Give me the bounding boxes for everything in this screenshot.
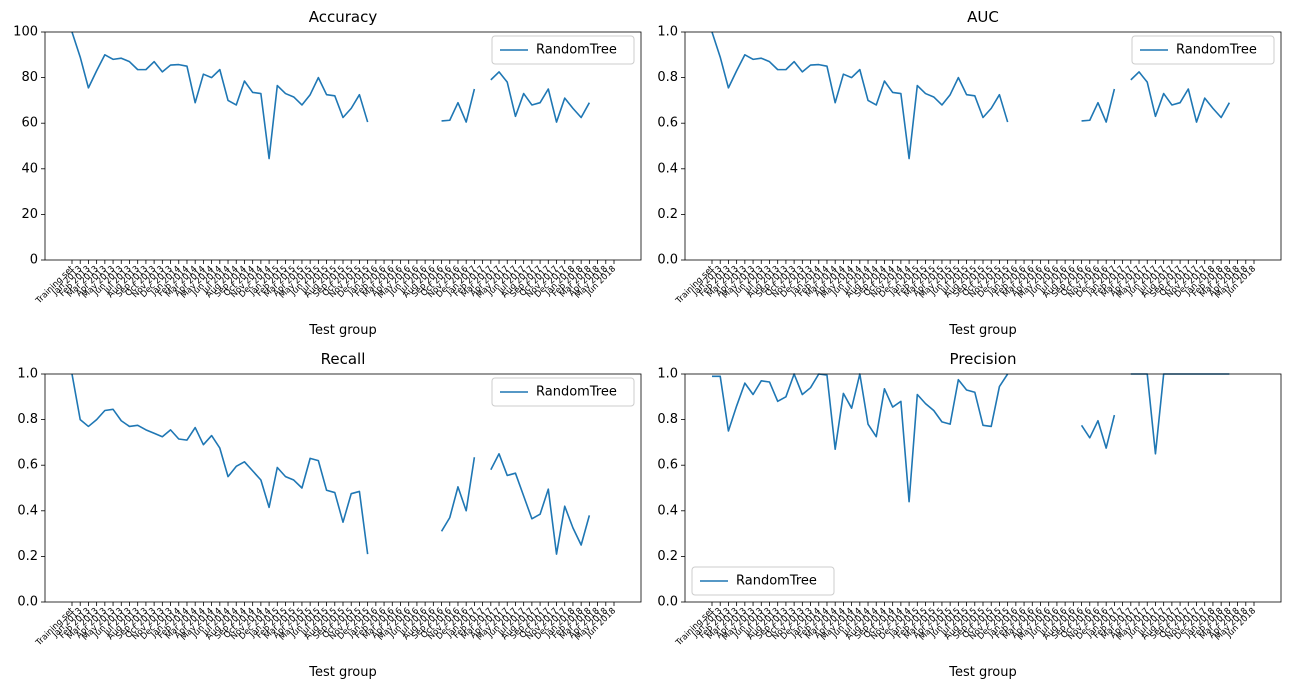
y-tick-label: 0.2: [657, 207, 678, 222]
legend-label: RandomTree: [1176, 43, 1257, 58]
legend: RandomTree: [1131, 35, 1275, 65]
y-tick-label: 100: [13, 25, 38, 40]
axes-frame: [44, 373, 642, 603]
legend: RandomTree: [691, 566, 835, 596]
y-tick-label: 0: [30, 253, 38, 268]
y-tick-label: 0.4: [17, 503, 38, 518]
y-tick-label: 0.0: [657, 595, 678, 610]
y-tick-label: 0.2: [17, 549, 38, 564]
legend-label: RandomTree: [536, 385, 617, 400]
axes-frame: [684, 373, 1282, 603]
axes-frame: [44, 31, 642, 261]
data-line: [71, 373, 591, 555]
chart-title: AUC: [967, 8, 999, 26]
y-tick-label: 1.0: [17, 367, 38, 382]
y-tick-label: 20: [21, 207, 38, 222]
legend-box: [691, 566, 835, 596]
chart-title: Precision: [950, 350, 1017, 368]
y-tick-label: 0.2: [657, 549, 678, 564]
y-tick-label: 60: [21, 116, 38, 131]
y-tick-label: 0.6: [657, 458, 678, 473]
legend-label: RandomTree: [736, 574, 817, 589]
x-axis-label: Test group: [948, 323, 1017, 338]
data-line: [712, 373, 1230, 503]
y-tick-label: 0.8: [657, 412, 678, 427]
x-axis-label: Test group: [948, 665, 1017, 680]
x-axis-label: Test group: [308, 665, 377, 680]
y-tick-label: 0.4: [657, 161, 678, 176]
legend: RandomTree: [491, 377, 635, 407]
y-tick-label: 0.4: [657, 503, 678, 518]
legend-label: RandomTree: [536, 43, 617, 58]
data-line: [71, 31, 591, 160]
chart-title: Accuracy: [309, 8, 378, 26]
y-tick-label: 1.0: [657, 25, 678, 40]
y-tick-label: 0.6: [17, 458, 38, 473]
axes-frame: [684, 31, 1282, 261]
legend: RandomTree: [491, 35, 635, 65]
y-tick-label: 0.6: [657, 116, 678, 131]
data-line: [711, 31, 1231, 160]
y-tick-label: 40: [21, 161, 38, 176]
y-tick-label: 80: [21, 70, 38, 85]
x-axis-label: Test group: [308, 323, 377, 338]
legend-box: [491, 35, 635, 65]
y-tick-label: 0.8: [17, 412, 38, 427]
y-tick-label: 0.0: [657, 253, 678, 268]
legend-box: [1131, 35, 1275, 65]
y-tick-label: 0.8: [657, 70, 678, 85]
chart-title: Recall: [321, 350, 366, 368]
y-tick-label: 0.0: [17, 595, 38, 610]
y-tick-label: 1.0: [657, 367, 678, 382]
legend-box: [491, 377, 635, 407]
